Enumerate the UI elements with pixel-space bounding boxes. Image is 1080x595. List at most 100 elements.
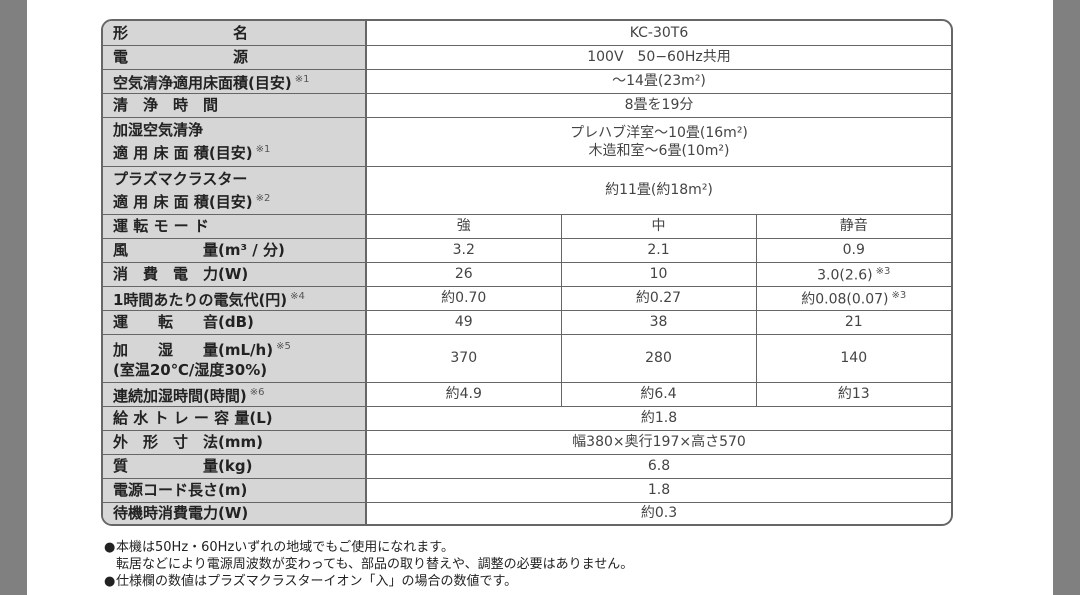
value-cell: 26: [365, 261, 562, 287]
row-cost: 1時間あたりの電気代(円) ※4 約0.70 約0.27 約0.08(0.07) ※…: [103, 285, 951, 311]
value-mass: 6.8: [365, 453, 951, 479]
label-humid-area: 加湿空気清浄 適 用 床 面 積(目安) ※1: [103, 116, 367, 167]
label-line2: 適 用 床 面 積(目安): [113, 192, 253, 211]
value-cell: 2.1: [560, 237, 757, 263]
label-mode: 運 転 モ ー ド: [103, 213, 367, 239]
value-text: 3.0(2.6): [817, 267, 873, 284]
label-clean-time: 清 浄 時 間: [103, 92, 367, 118]
bullet-icon: ●: [104, 574, 116, 589]
value-cell: 約13: [755, 381, 951, 407]
label-text: 1時間あたりの電気代(円): [113, 290, 288, 309]
row-mode: 運 転 モ ー ド 強 中 静音: [103, 213, 951, 239]
label-air-area: 空気清浄適用床面積(目安) ※1: [103, 68, 367, 94]
label-standby: 待機時消費電力(W): [103, 501, 367, 524]
row-air-area: 空気清浄適用床面積(目安) ※1 ～14畳(23m²): [103, 68, 951, 94]
row-airflow: 風 量(m³ / 分) 3.2 2.1 0.9: [103, 237, 951, 263]
value-cell: 約0.70: [365, 285, 562, 311]
mode-medium: 中: [560, 213, 757, 239]
note-text: 仕様欄の数値はプラズマクラスターイオン「入」の場合の数値です。: [116, 574, 518, 589]
note-1-continued: 転居などにより電源周波数が変わっても、部品の取り替えや、調整の必要はありません。: [116, 557, 634, 572]
value-cell: 0.9: [755, 237, 951, 263]
row-standby: 待機時消費電力(W) 約0.3: [103, 501, 951, 524]
footnote-mark: ※3: [875, 266, 891, 278]
value-cell: 約6.4: [560, 381, 757, 407]
row-noise: 運 転 音(dB) 49 38 21: [103, 309, 951, 335]
footnote-mark: ※4: [290, 290, 305, 302]
label-line1: プラズマクラスター: [113, 169, 248, 188]
label-airflow: 風 量(m³ / 分): [103, 237, 367, 263]
value-cell: 370: [365, 333, 562, 383]
value-cell: 約4.9: [365, 381, 562, 407]
value-clean-time: 8畳を19分: [365, 92, 951, 118]
label-plasma-area: プラズマクラスター 適 用 床 面 積(目安) ※2: [103, 165, 367, 215]
label-line2: 適 用 床 面 積(目安): [113, 144, 253, 162]
label-dimensions: 外 形 寸 法(mm): [103, 429, 367, 455]
row-model: 形 名 KC-30T6: [103, 21, 951, 46]
label-line2: (室温20℃/湿度30%): [113, 360, 268, 379]
note-2: ●仕様欄の数値はプラズマクラスターイオン「入」の場合の数値です。: [104, 573, 633, 590]
footnotes: ●本機は50Hz・60Hzいずれの地域でもご使用になれます。 転居などにより電源…: [104, 539, 633, 590]
value-cell: 約0.08(0.07) ※3: [755, 285, 951, 311]
value-cell: 3.0(2.6) ※3: [755, 261, 951, 287]
value-model: KC-30T6: [365, 21, 951, 46]
label-text: 連続加湿時間(時間): [113, 386, 247, 405]
label-model: 形 名: [103, 21, 367, 46]
footnote-mark: ※2: [255, 192, 271, 204]
value-humid-area: プレハブ洋室～10畳(16m²) 木造和室～6畳(10m²): [365, 116, 951, 167]
row-tray: 給 水 ト レ ー 容 量(L) 約1.8: [103, 405, 951, 431]
note-1: ●本機は50Hz・60Hzいずれの地域でもご使用になれます。: [104, 539, 633, 556]
value-cell: 約0.27: [560, 285, 757, 311]
value-text: 約0.08(0.07): [801, 291, 889, 308]
spec-table: 形 名 KC-30T6 電 源 100V 50−60Hz共用 空気清浄適用床面積…: [101, 19, 953, 526]
footnote-mark: ※6: [249, 386, 265, 398]
note-text: 本機は50Hz・60Hzいずれの地域でもご使用になれます。: [116, 540, 454, 555]
label-cord: 電源コード長さ(m): [103, 477, 367, 503]
label-humidify: 加 湿 量(mL/h) ※5 (室温20℃/湿度30%): [103, 333, 367, 383]
value-dimensions: 幅380×奥行197×高さ570: [365, 429, 951, 455]
value-cell: 38: [560, 309, 757, 335]
row-humidify: 加 湿 量(mL/h) ※5 (室温20℃/湿度30%) 370 280 140: [103, 333, 951, 383]
row-humid-area: 加湿空気清浄 適 用 床 面 積(目安) ※1 プレハブ洋室～10畳(16m²) …: [103, 116, 951, 167]
label-line1: 加 湿 量(mL/h): [113, 340, 274, 359]
footnote-mark: ※1: [255, 144, 271, 155]
label-text: 空気清浄適用床面積(目安): [113, 73, 292, 92]
footnote-mark: ※3: [891, 290, 907, 302]
value-cord: 1.8: [365, 477, 951, 503]
row-clean-time: 清 浄 時 間 8畳を19分: [103, 92, 951, 118]
value-air-area: ～14畳(23m²): [365, 68, 951, 94]
row-humid-time: 連続加湿時間(時間) ※6 約4.9 約6.4 約13: [103, 381, 951, 407]
right-margin-strip: [1053, 0, 1080, 595]
value-line1: プレハブ洋室～10畳(16m²): [570, 124, 748, 141]
footnote-mark: ※1: [294, 73, 310, 85]
row-dimensions: 外 形 寸 法(mm) 幅380×奥行197×高さ570: [103, 429, 951, 455]
value-tray: 約1.8: [365, 405, 951, 431]
label-line1: 加湿空気清浄: [113, 121, 204, 139]
value-line2: 木造和室～6畳(10m²): [588, 142, 730, 159]
value-plasma-area: 約11畳(約18m²): [365, 165, 951, 215]
label-tray: 給 水 ト レ ー 容 量(L): [103, 405, 367, 431]
row-mass: 質 量(kg) 6.8: [103, 453, 951, 479]
mode-strong: 強: [365, 213, 562, 239]
value-cell: 140: [755, 333, 951, 383]
value-cell: 10: [560, 261, 757, 287]
mode-quiet: 静音: [755, 213, 951, 239]
label-noise: 運 転 音(dB): [103, 309, 367, 335]
row-consumption: 消 費 電 力(W) 26 10 3.0(2.6) ※3: [103, 261, 951, 287]
label-cost: 1時間あたりの電気代(円) ※4: [103, 285, 367, 311]
label-mass: 質 量(kg): [103, 453, 367, 479]
row-plasma-area: プラズマクラスター 適 用 床 面 積(目安) ※2 約11畳(約18m²): [103, 165, 951, 215]
bullet-icon: ●: [104, 540, 116, 555]
value-cell: 3.2: [365, 237, 562, 263]
label-consumption: 消 費 電 力(W): [103, 261, 367, 287]
label-humid-time: 連続加湿時間(時間) ※6: [103, 381, 367, 407]
value-cell: 21: [755, 309, 951, 335]
row-power: 電 源 100V 50−60Hz共用: [103, 44, 951, 70]
value-standby: 約0.3: [365, 501, 951, 524]
value-cell: 49: [365, 309, 562, 335]
row-cord: 電源コード長さ(m) 1.8: [103, 477, 951, 503]
label-power: 電 源: [103, 44, 367, 70]
value-cell: 280: [560, 333, 757, 383]
value-power: 100V 50−60Hz共用: [365, 44, 951, 70]
left-margin-strip: [0, 0, 27, 595]
footnote-mark: ※5: [276, 340, 291, 352]
